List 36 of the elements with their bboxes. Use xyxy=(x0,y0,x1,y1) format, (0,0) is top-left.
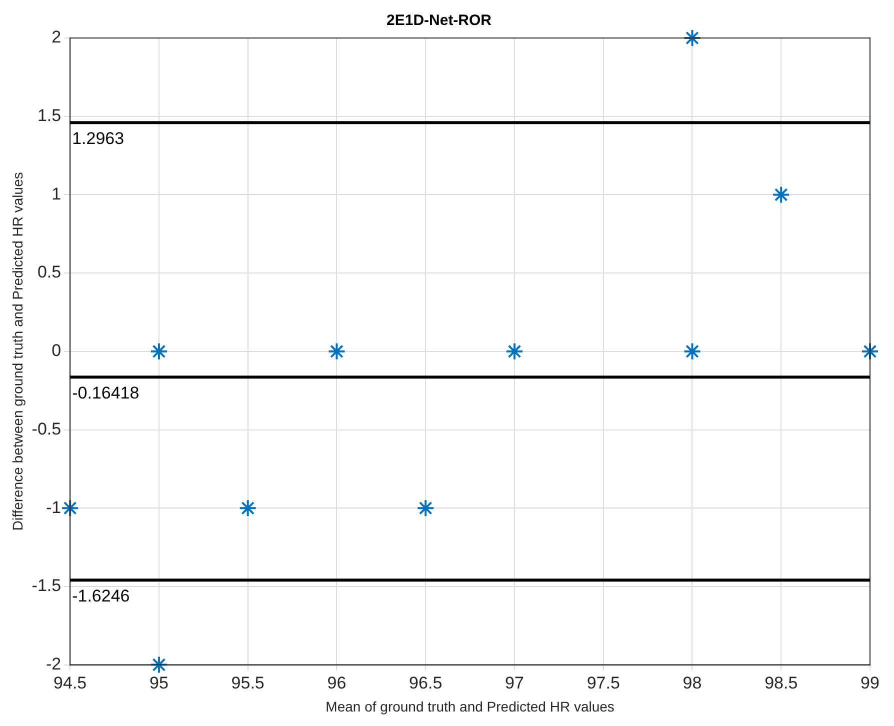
y-tick-label: -2 xyxy=(46,654,62,674)
point xyxy=(238,499,257,518)
point xyxy=(150,656,168,674)
y-tick-label: 1.5 xyxy=(37,106,62,126)
y-tick-label: 2 xyxy=(52,28,62,47)
annotation: -1.6246 xyxy=(72,586,130,606)
x-tick-label: 98.5 xyxy=(764,674,798,693)
x-tick-label: 97.5 xyxy=(586,674,620,693)
x-axis-title: Mean of ground truth and Predicted HR values xyxy=(326,698,614,714)
ref-line-label: -0.16418 xyxy=(72,383,140,402)
x-tick-label: 94.5 xyxy=(54,674,87,693)
x-tick-label: 97 xyxy=(505,674,524,693)
y-tick-label: 1 xyxy=(52,184,62,204)
x-tick-label: 98 xyxy=(682,674,702,693)
annotation: 1.2963 xyxy=(72,128,124,148)
point xyxy=(683,29,702,47)
point xyxy=(328,342,346,360)
y-tick-label: -1.5 xyxy=(32,576,62,596)
point xyxy=(150,342,168,360)
point xyxy=(61,499,80,518)
x-tick-label: 96.5 xyxy=(409,674,442,693)
point xyxy=(683,342,702,360)
point xyxy=(772,186,790,204)
x-tick-label: 95.5 xyxy=(231,674,264,693)
y-axis-title: Difference between ground truth and Predicted HR values xyxy=(9,172,26,531)
y-tick-label: -0.5 xyxy=(32,419,62,438)
y-tick-label: -1 xyxy=(46,498,62,517)
point xyxy=(416,499,435,518)
point xyxy=(505,342,524,360)
y-tick-label: 0 xyxy=(52,341,62,360)
x-tick-label: 95 xyxy=(150,674,168,693)
y-tick-label: 0.5 xyxy=(37,262,62,282)
x-tick-label: 99 xyxy=(860,674,880,693)
chart-title: 2E1D-Net-ROR xyxy=(386,12,492,30)
point xyxy=(861,342,879,360)
x-tick-label: 96 xyxy=(327,674,346,693)
